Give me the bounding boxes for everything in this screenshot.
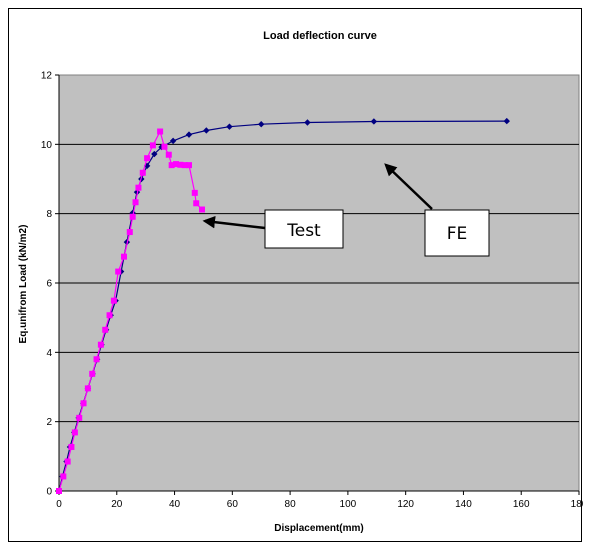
- test-data-point: [68, 443, 75, 450]
- y-tick-label: 6: [46, 279, 52, 290]
- test-data-point: [191, 189, 198, 196]
- x-tick-label: 180: [571, 499, 583, 510]
- test-data-point: [165, 151, 172, 158]
- y-tick-label: 8: [46, 209, 52, 220]
- fe-callout-label: FE: [447, 224, 468, 244]
- test-callout-label: Test: [286, 221, 321, 241]
- test-data-point: [126, 229, 133, 236]
- test-callout-arrow: [202, 215, 266, 230]
- test-data-point: [129, 213, 136, 220]
- test-data-point: [135, 184, 142, 191]
- test-data-point: [80, 400, 87, 407]
- chart-title: Load deflection curve: [263, 30, 377, 42]
- fe-data-point: [370, 118, 378, 125]
- test-data-point: [173, 161, 179, 168]
- x-tick-label: 60: [227, 499, 239, 510]
- y-axis-label: Eq.unifrom Load (kN/m2): [18, 225, 29, 344]
- fe-data-point: [169, 137, 177, 145]
- fe-data-point: [185, 131, 193, 138]
- test-callout-box: [264, 209, 344, 249]
- x-tick-label: 20: [111, 499, 123, 510]
- fe-data-point: [151, 150, 158, 158]
- test-data-point: [76, 414, 83, 421]
- test-data-point: [60, 473, 67, 480]
- test-data-point: [177, 161, 184, 168]
- fe-data-point: [304, 119, 311, 126]
- test-data-point: [181, 162, 188, 169]
- test-data-point: [132, 199, 139, 206]
- y-tick-label: 4: [46, 348, 52, 359]
- test-data-point: [157, 128, 164, 135]
- test-data-point: [89, 370, 96, 377]
- x-tick-label: 120: [397, 499, 414, 510]
- test-data-point: [64, 458, 71, 465]
- test-data-point: [106, 312, 113, 319]
- fe-callout-arrow: [384, 163, 433, 210]
- fe-data-point: [258, 121, 265, 128]
- y-tick-label: 10: [41, 140, 53, 151]
- x-tick-label: 100: [340, 499, 357, 510]
- test-data-point: [84, 385, 91, 392]
- test-data-point: [149, 142, 156, 149]
- test-data-point: [102, 326, 109, 333]
- x-tick-label: 140: [455, 499, 472, 510]
- test-data-point: [115, 268, 122, 275]
- chart-frame: Load deflection curve 0 2 4 6 8 10 12 0 20 40 60 80…: [8, 8, 583, 542]
- x-tick-label: 0: [56, 499, 62, 510]
- test-data-point: [56, 488, 62, 494]
- y-tick-label: 2: [46, 417, 52, 428]
- y-tick-label: 0: [46, 487, 52, 498]
- test-data-point: [110, 297, 117, 304]
- plot-area: 024681012020406080100120140160180: [41, 71, 583, 511]
- test-data-point: [186, 162, 192, 169]
- test-data-point: [199, 206, 205, 213]
- test-data-point: [139, 169, 146, 176]
- test-data-point: [97, 341, 104, 348]
- test-data-point: [93, 356, 100, 363]
- x-axis-label: Displacement(mm): [274, 523, 363, 534]
- x-tick-label: 160: [513, 499, 530, 510]
- test-data-point: [168, 162, 175, 169]
- fe-data-point: [503, 117, 510, 125]
- test-data-point: [193, 200, 200, 207]
- test-data-point: [121, 253, 127, 260]
- y-tick-label: 12: [41, 71, 53, 82]
- fe-data-point: [226, 123, 233, 130]
- x-tick-label: 80: [285, 499, 297, 510]
- x-tick-label: 40: [169, 499, 181, 510]
- fe-data-point: [203, 127, 210, 134]
- test-data-point: [71, 429, 78, 436]
- callouts: Test FE: [202, 163, 490, 257]
- test-data-point: [144, 155, 151, 162]
- test-data-point: [161, 143, 168, 150]
- fe-callout-box: [424, 209, 490, 257]
